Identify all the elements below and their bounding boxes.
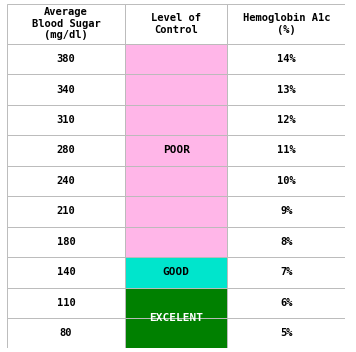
Bar [227, 74, 345, 105]
Text: 7%: 7% [280, 267, 293, 277]
Bar [227, 105, 345, 135]
Text: 6%: 6% [280, 298, 293, 308]
Bar [7, 166, 125, 196]
Text: GOOD: GOOD [163, 267, 190, 277]
Bar [7, 288, 125, 318]
Bar [227, 44, 345, 74]
Bar [125, 105, 227, 135]
Bar [7, 257, 125, 288]
Text: 380: 380 [57, 54, 75, 64]
Text: Average
Blood Sugar
(mg/dl): Average Blood Sugar (mg/dl) [32, 7, 100, 40]
Bar [125, 74, 227, 105]
Text: 340: 340 [57, 84, 75, 95]
Bar [227, 4, 345, 44]
Bar [227, 227, 345, 257]
Text: 8%: 8% [280, 237, 293, 247]
Text: 11%: 11% [277, 145, 296, 156]
Bar [125, 227, 227, 257]
Bar [7, 135, 125, 166]
Bar [125, 196, 227, 227]
Bar [125, 4, 227, 44]
Text: 280: 280 [57, 145, 75, 156]
Text: 140: 140 [57, 267, 75, 277]
Text: 80: 80 [60, 328, 72, 338]
Text: 12%: 12% [277, 115, 296, 125]
Bar [125, 135, 227, 166]
Bar [125, 44, 227, 74]
Bar [7, 227, 125, 257]
Bar [7, 196, 125, 227]
Text: 9%: 9% [280, 206, 293, 216]
Bar [7, 74, 125, 105]
Text: 310: 310 [57, 115, 75, 125]
Bar [7, 318, 125, 348]
Bar [227, 288, 345, 318]
Text: 180: 180 [57, 237, 75, 247]
Bar [227, 166, 345, 196]
Text: POOR: POOR [163, 145, 190, 156]
Text: 10%: 10% [277, 176, 296, 186]
Bar [125, 288, 227, 318]
Bar [227, 257, 345, 288]
Text: 5%: 5% [280, 328, 293, 338]
Bar [125, 318, 227, 348]
Bar [227, 135, 345, 166]
Bar [227, 318, 345, 348]
Bar [7, 105, 125, 135]
Text: 110: 110 [57, 298, 75, 308]
Bar [7, 44, 125, 74]
Bar [125, 257, 227, 288]
Text: EXCELENT: EXCELENT [149, 313, 203, 323]
Text: 210: 210 [57, 206, 75, 216]
Text: Level of
Control: Level of Control [151, 13, 201, 34]
Text: 240: 240 [57, 176, 75, 186]
Text: 14%: 14% [277, 54, 296, 64]
Bar [227, 196, 345, 227]
Bar [7, 4, 125, 44]
Text: Hemoglobin A1c
(%): Hemoglobin A1c (%) [243, 13, 330, 34]
Bar [125, 166, 227, 196]
Text: 13%: 13% [277, 84, 296, 95]
